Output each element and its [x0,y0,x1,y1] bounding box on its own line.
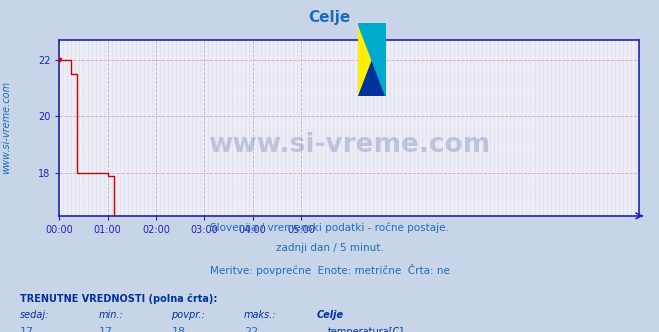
Text: Slovenija / vremenski podatki - ročne postaje.: Slovenija / vremenski podatki - ročne po… [210,222,449,233]
Text: 22: 22 [244,327,258,332]
Text: www.si-vreme.com: www.si-vreme.com [1,81,12,174]
Text: povpr.:: povpr.: [171,310,205,320]
Text: sedaj:: sedaj: [20,310,49,320]
Text: zadnji dan / 5 minut.: zadnji dan / 5 minut. [275,243,384,253]
Text: maks.:: maks.: [244,310,277,320]
Text: www.si-vreme.com: www.si-vreme.com [208,132,490,158]
Text: min.:: min.: [99,310,124,320]
Text: Meritve: povprečne  Enote: metrične  Črta: ne: Meritve: povprečne Enote: metrične Črta:… [210,264,449,276]
Text: Celje: Celje [316,310,343,320]
Text: 18: 18 [171,327,185,332]
Text: Celje: Celje [308,10,351,25]
Text: 17: 17 [20,327,34,332]
Polygon shape [358,23,386,96]
Text: temperatura[C]: temperatura[C] [328,327,405,332]
Polygon shape [358,23,386,96]
Text: TRENUTNE VREDNOSTI (polna črta):: TRENUTNE VREDNOSTI (polna črta): [20,294,217,304]
Text: 17: 17 [99,327,113,332]
Polygon shape [358,23,386,96]
